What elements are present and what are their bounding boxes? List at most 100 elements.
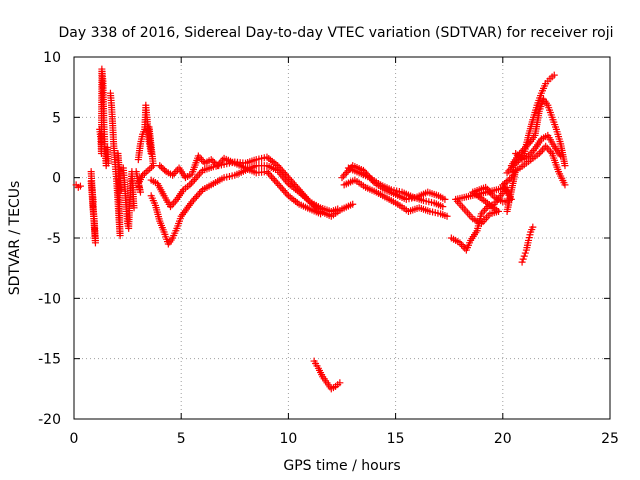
data-point xyxy=(441,195,449,203)
x-tick-label: 15 xyxy=(387,431,405,447)
data-point xyxy=(298,189,306,197)
data-point xyxy=(272,178,280,186)
x-tick-label: 20 xyxy=(494,431,512,447)
y-axis-label: SDTVAR / TECUs xyxy=(7,181,23,296)
data-point xyxy=(550,71,558,79)
data-point xyxy=(268,173,276,181)
data-point xyxy=(280,168,288,176)
data-point xyxy=(263,168,271,176)
data-point xyxy=(284,174,292,182)
data-point xyxy=(130,204,138,212)
data-point xyxy=(340,172,348,180)
data-point xyxy=(196,189,204,197)
data-point xyxy=(291,181,299,189)
y-tick-label: 10 xyxy=(43,50,61,66)
data-point xyxy=(76,182,84,190)
x-tick-label: 5 xyxy=(177,431,186,447)
data-point xyxy=(207,156,215,164)
y-tick-label: -10 xyxy=(38,291,61,307)
data-point xyxy=(193,193,201,201)
data-point xyxy=(304,196,312,204)
data-point xyxy=(513,151,521,159)
data-point xyxy=(443,212,451,220)
data-point xyxy=(336,379,344,387)
data-point xyxy=(144,166,152,174)
data-point xyxy=(303,194,311,202)
data-point xyxy=(275,181,283,189)
data-point xyxy=(146,165,154,173)
y-tick-label: -5 xyxy=(47,231,61,247)
y-tick-label: -15 xyxy=(38,352,61,368)
data-point xyxy=(274,180,282,188)
data-point xyxy=(117,186,125,194)
data-point xyxy=(519,255,527,263)
data-point xyxy=(283,172,291,180)
plot-area-frame xyxy=(73,56,611,420)
data-point xyxy=(104,159,112,167)
axis-tick-labels: 0 5 10 15 20 25 -20 -15 -10 -5 0 5 10 xyxy=(38,50,619,447)
data-point xyxy=(459,242,467,250)
data-point xyxy=(503,207,511,215)
data-point xyxy=(156,162,164,170)
data-point xyxy=(281,170,289,178)
data-point xyxy=(515,153,523,161)
data-point xyxy=(148,163,156,171)
data-point xyxy=(529,223,537,231)
data-point xyxy=(274,162,282,170)
data-point xyxy=(520,252,528,260)
data-point xyxy=(209,157,217,165)
data-point xyxy=(195,170,203,178)
data-point xyxy=(275,163,283,171)
data-point xyxy=(521,249,529,257)
data-point xyxy=(170,199,178,207)
data-point xyxy=(170,169,178,177)
data-point xyxy=(283,190,291,198)
data-point xyxy=(277,165,285,173)
chart-title: Day 338 of 2016, Sidereal Day-to-day VTE… xyxy=(58,25,613,41)
data-point xyxy=(281,188,289,196)
data-point xyxy=(289,179,297,187)
data-point xyxy=(338,174,346,182)
data-point xyxy=(343,168,351,176)
data-point xyxy=(561,181,569,189)
data-point xyxy=(187,179,195,187)
data-point xyxy=(286,175,294,183)
data-point xyxy=(271,176,279,184)
data-point xyxy=(439,203,447,211)
data-point xyxy=(294,184,302,192)
x-tick-label: 0 xyxy=(70,431,79,447)
data-point xyxy=(210,159,218,167)
data-point xyxy=(269,175,277,183)
data-point xyxy=(278,185,286,193)
data-point xyxy=(188,198,196,206)
data-point xyxy=(194,191,202,199)
data-point xyxy=(561,162,569,170)
data-point xyxy=(545,146,553,154)
data-point xyxy=(481,206,489,214)
data-point xyxy=(557,152,565,160)
data-point xyxy=(157,163,165,171)
data-point xyxy=(543,144,551,152)
data-point xyxy=(292,182,300,190)
y-tick-label: 5 xyxy=(52,110,61,126)
data-point xyxy=(197,187,205,195)
data-point xyxy=(334,205,342,213)
x-axis-label: GPS time / hours xyxy=(283,458,400,474)
data-point xyxy=(297,187,305,195)
data-point xyxy=(189,177,197,185)
data-point xyxy=(277,183,285,191)
data-point xyxy=(192,174,200,182)
data-point xyxy=(301,193,309,201)
data-point xyxy=(191,194,199,202)
y-tick-label: -20 xyxy=(38,412,61,428)
data-point xyxy=(89,198,97,206)
data-point xyxy=(264,169,272,177)
data-point xyxy=(295,186,303,194)
data-point xyxy=(317,210,325,218)
data-point xyxy=(538,146,546,154)
data-point xyxy=(132,168,140,176)
data-point xyxy=(280,187,288,195)
data-point xyxy=(159,165,167,173)
data-point xyxy=(161,166,169,174)
